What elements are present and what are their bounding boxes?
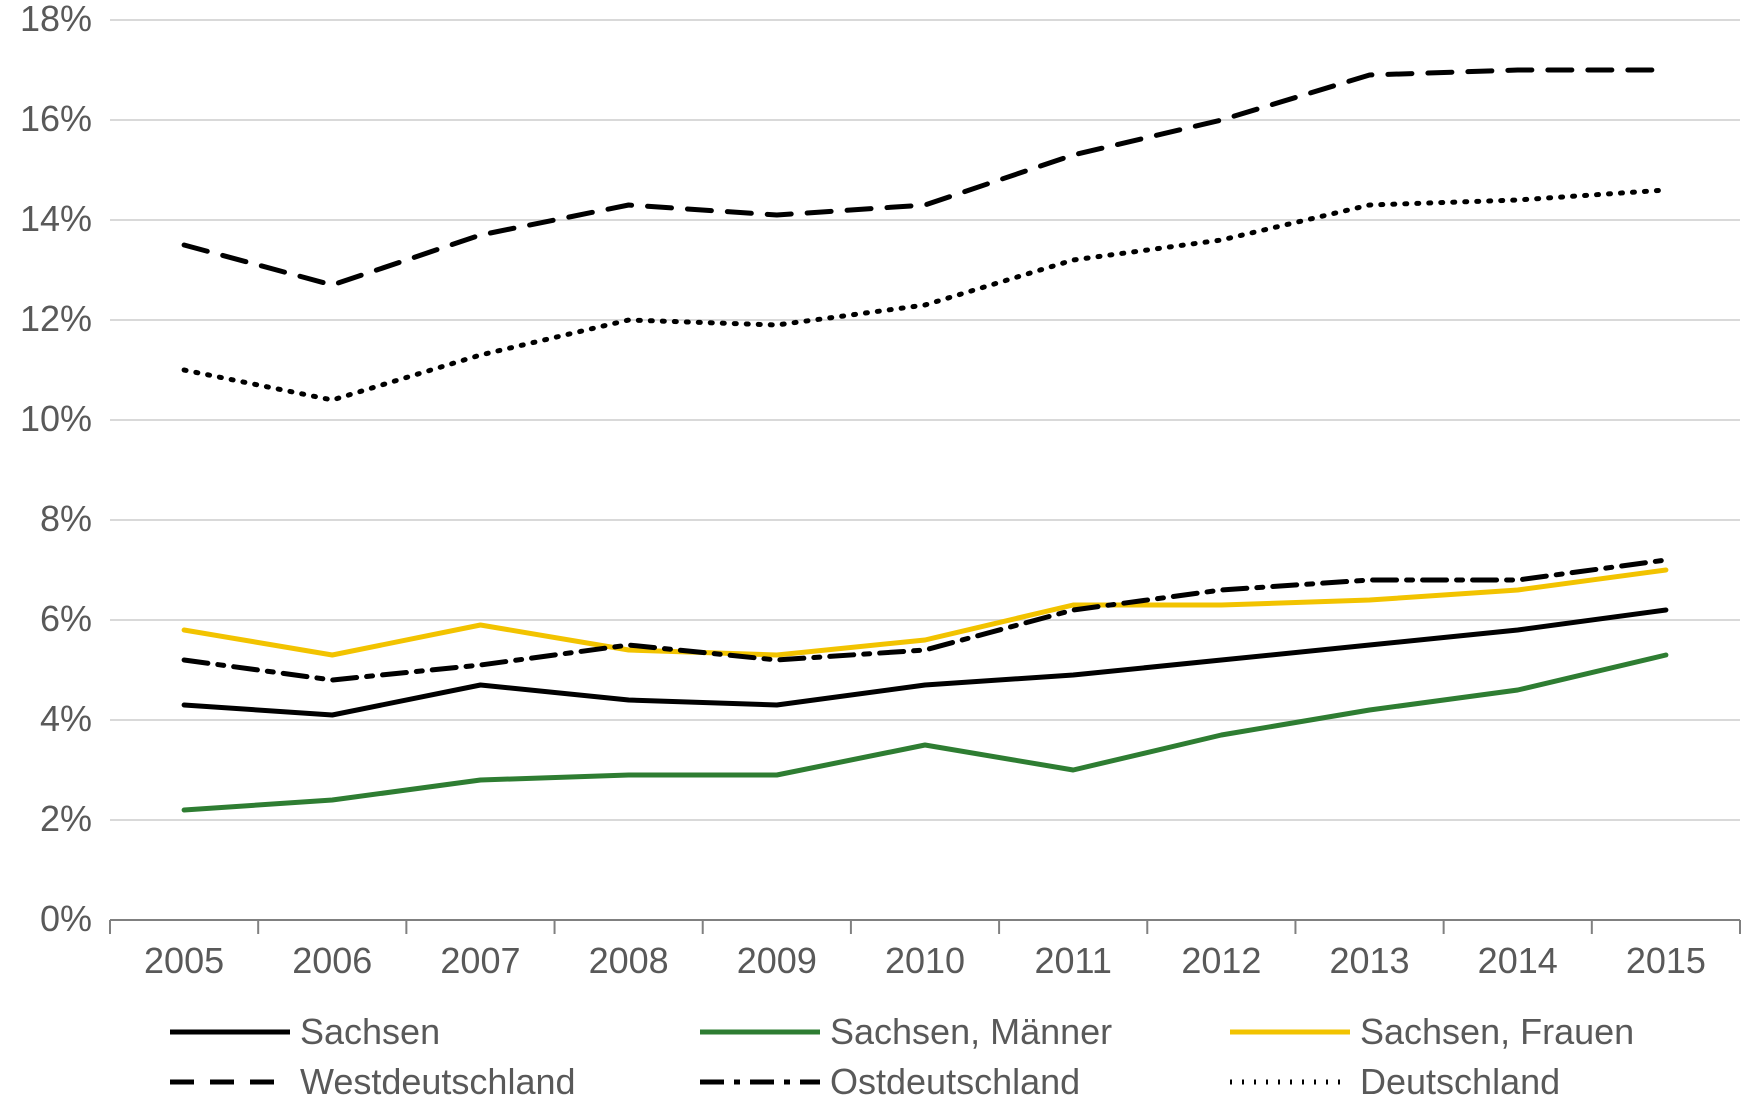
x-tick-label: 2008 xyxy=(549,940,709,982)
legend-swatch xyxy=(170,1076,290,1088)
y-tick-label: 0% xyxy=(2,898,92,940)
series-sachsen-männer xyxy=(184,655,1666,810)
legend-item: Deutschland xyxy=(1230,1060,1730,1104)
y-tick-label: 6% xyxy=(2,598,92,640)
series-deutschland xyxy=(184,190,1666,400)
line-chart: 0%2%4%6%8%10%12%14%16%18%200520062007200… xyxy=(0,0,1760,1118)
x-tick-label: 2013 xyxy=(1290,940,1450,982)
legend-swatch xyxy=(700,1026,820,1038)
legend-item: Sachsen, Männer xyxy=(700,1010,1200,1054)
legend-swatch xyxy=(170,1026,290,1038)
x-tick-label: 2011 xyxy=(993,940,1153,982)
legend-item: Westdeutschland xyxy=(170,1060,670,1104)
legend-swatch xyxy=(1230,1076,1350,1088)
x-tick-label: 2006 xyxy=(252,940,412,982)
y-tick-label: 10% xyxy=(2,398,92,440)
x-tick-label: 2010 xyxy=(845,940,1005,982)
legend-swatch xyxy=(700,1076,820,1088)
y-tick-label: 8% xyxy=(2,498,92,540)
series-sachsen-frauen xyxy=(184,570,1666,655)
legend-label: Sachsen, Frauen xyxy=(1360,1011,1634,1053)
x-tick-label: 2014 xyxy=(1438,940,1598,982)
legend-label: Westdeutschland xyxy=(300,1061,576,1103)
legend-label: Sachsen xyxy=(300,1011,440,1053)
legend-item: Sachsen xyxy=(170,1010,670,1054)
x-tick-label: 2012 xyxy=(1141,940,1301,982)
x-tick-label: 2007 xyxy=(400,940,560,982)
legend-swatch xyxy=(1230,1026,1350,1038)
y-tick-label: 14% xyxy=(2,198,92,240)
y-tick-label: 12% xyxy=(2,298,92,340)
legend-label: Sachsen, Männer xyxy=(830,1011,1112,1053)
x-tick-label: 2005 xyxy=(104,940,264,982)
x-tick-label: 2009 xyxy=(697,940,857,982)
legend-label: Ostdeutschland xyxy=(830,1061,1080,1103)
legend-label: Deutschland xyxy=(1360,1061,1560,1103)
legend-item: Sachsen, Frauen xyxy=(1230,1010,1730,1054)
y-tick-label: 18% xyxy=(2,0,92,40)
y-tick-label: 2% xyxy=(2,798,92,840)
x-tick-label: 2015 xyxy=(1586,940,1746,982)
y-tick-label: 16% xyxy=(2,98,92,140)
y-tick-label: 4% xyxy=(2,698,92,740)
legend-item: Ostdeutschland xyxy=(700,1060,1200,1104)
series-westdeutschland xyxy=(184,70,1666,285)
